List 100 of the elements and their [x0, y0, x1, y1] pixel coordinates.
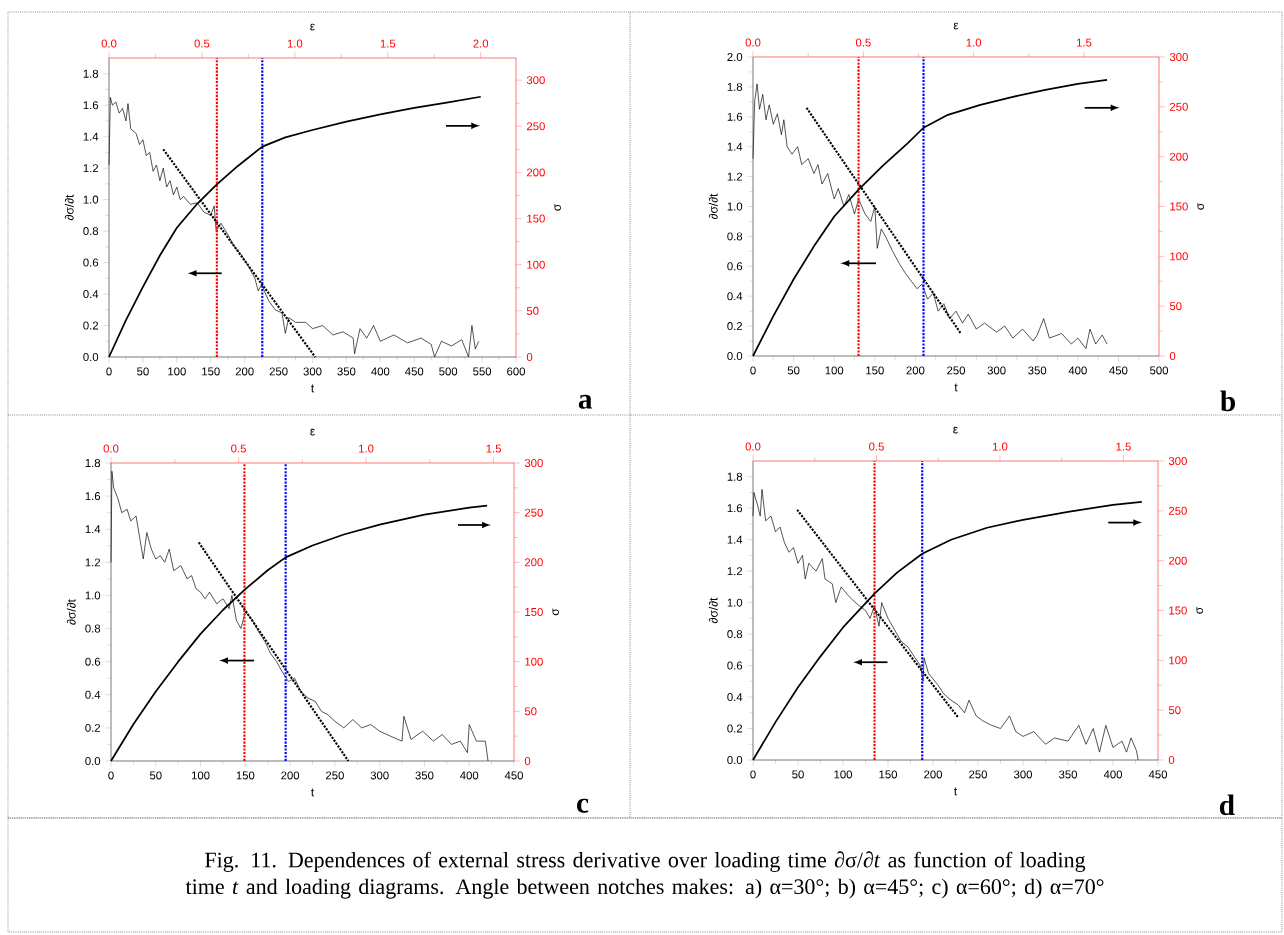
- y2-tick-label: 250: [1168, 506, 1187, 515]
- x2-tick-label: 1.5: [1076, 38, 1092, 47]
- x-tick-label: 500: [1150, 366, 1169, 375]
- y2-tick-label: 300: [524, 458, 543, 467]
- y-tick-label: 0.2: [83, 321, 99, 330]
- y-tick-label: 1.4: [83, 132, 99, 141]
- x-tick-label: 100: [191, 771, 210, 780]
- y-axis-title: ∂σ/∂t: [66, 599, 76, 625]
- y2-tick-label: 100: [527, 260, 545, 269]
- x-tick-label: 350: [1058, 770, 1078, 779]
- x-tick-label: 300: [1013, 770, 1033, 779]
- y2-tick-label: 150: [1170, 202, 1188, 211]
- y2-tick-label: 200: [524, 558, 543, 567]
- y-axis-title: ∂σ/∂t: [708, 193, 718, 220]
- y2-tick-label: 100: [1169, 656, 1187, 665]
- x2-tick-label: 0.0: [101, 39, 117, 48]
- y2-axis-title: σ: [554, 203, 561, 211]
- y2-tick-label: 0: [526, 352, 533, 361]
- x-tick-label: 200: [235, 367, 254, 376]
- y-tick-label: 1.0: [727, 598, 743, 607]
- x2-tick-label: 1.5: [1116, 442, 1131, 451]
- x-tick-label: 450: [1109, 366, 1128, 375]
- y2-tick-label: 50: [526, 306, 539, 315]
- y-tick-label: 1.4: [85, 525, 101, 534]
- text: a: [578, 394, 593, 409]
- y-tick-label: 1.2: [83, 164, 99, 173]
- y-tick-label: 0.6: [727, 262, 743, 271]
- y2-tick-label: 200: [1169, 152, 1188, 161]
- x-tick-label: 300: [370, 771, 389, 780]
- x-tick-label: 150: [236, 771, 255, 780]
- y-tick-label: 0.4: [727, 693, 743, 702]
- x2-tick-label: 0.5: [231, 444, 246, 453]
- y-tick-label: 2.0: [727, 52, 743, 61]
- x2-tick-label: 1.0: [992, 442, 1008, 451]
- y-tick-label: 0.6: [85, 657, 101, 666]
- x-tick-label: 500: [439, 367, 458, 376]
- x-tick-label: 200: [906, 366, 925, 375]
- y-tick-label: 0.8: [83, 227, 99, 236]
- x2-tick-label: 0.0: [745, 442, 761, 451]
- x-tick-label: 450: [405, 367, 424, 376]
- x-tick-label: 0: [106, 367, 112, 376]
- text: Fig. 11. Dependences of external stress derivative over loading time ∂σ/∂t as function of loading time t and loading diagrams. Angle between notches makes: a) α=30°; b) α=45°; c) α=60°; d) α=70°: [185, 851, 1104, 899]
- y-tick-label: 0.2: [85, 723, 101, 732]
- y2-tick-label: 0: [524, 756, 531, 765]
- y-tick-label: 0.8: [727, 630, 743, 639]
- y-tick-label: 1.0: [85, 591, 101, 600]
- y-tick-label: 0.6: [83, 258, 99, 267]
- y2-tick-label: 0: [1168, 755, 1175, 764]
- x-tick-label: 0: [750, 770, 756, 779]
- y-tick-label: 1.8: [727, 82, 743, 91]
- x-tick-label: 0: [108, 771, 114, 780]
- x2-tick-label: 0.5: [855, 38, 871, 47]
- y2-axis-title: σ: [1196, 606, 1203, 614]
- y-tick-label: 0.0: [85, 756, 101, 765]
- x2-axis-title: ε: [310, 428, 315, 436]
- x-tick-label: 250: [269, 367, 288, 376]
- x2-tick-label: 1.0: [287, 39, 303, 48]
- x2-tick-label: 0.5: [869, 442, 884, 451]
- y2-tick-label: 150: [525, 607, 543, 616]
- x-tick-label: 600: [507, 367, 526, 376]
- y-tick-label: 1.6: [83, 101, 99, 110]
- x2-axis-title: ε: [953, 22, 959, 30]
- y2-tick-label: 200: [526, 168, 545, 177]
- y-tick-label: 0.2: [727, 322, 743, 331]
- y-tick-label: 1.2: [727, 567, 743, 576]
- x2-axis-title: ε: [953, 426, 958, 434]
- x-tick-label: 350: [1028, 366, 1047, 375]
- x-tick-label: 250: [326, 771, 344, 780]
- y-tick-label: 0.8: [727, 232, 743, 241]
- x-tick-label: 250: [969, 770, 988, 779]
- y2-tick-label: 50: [1169, 302, 1182, 311]
- y2-axis-title: σ: [552, 608, 559, 616]
- x-axis-title: t: [954, 787, 958, 796]
- x-tick-label: 50: [137, 367, 149, 376]
- y2-tick-label: 250: [526, 122, 545, 131]
- x-tick-label: 400: [1068, 366, 1087, 375]
- x2-tick-label: 0.0: [745, 38, 761, 47]
- text: d: [1219, 794, 1235, 816]
- x-axis-title: t: [954, 383, 958, 392]
- x-tick-label: 400: [1103, 770, 1123, 779]
- x2-axis-title: ε: [310, 23, 315, 31]
- x-tick-label: 200: [281, 771, 300, 780]
- x-tick-label: 50: [149, 771, 162, 780]
- x-tick-label: 100: [834, 770, 853, 779]
- x-tick-label: 300: [987, 366, 1006, 375]
- x-tick-label: 200: [924, 770, 943, 779]
- y2-tick-label: 100: [1170, 252, 1188, 261]
- x2-tick-label: 2.0: [473, 39, 489, 48]
- x-tick-label: 0: [750, 366, 756, 375]
- y-tick-label: 1.4: [727, 142, 743, 151]
- x2-tick-label: 1.0: [359, 444, 374, 453]
- x-tick-label: 150: [866, 366, 884, 375]
- y-axis-title: ∂σ/∂t: [708, 597, 718, 624]
- x-tick-label: 150: [879, 770, 898, 779]
- x2-tick-label: 0.0: [103, 444, 119, 453]
- y-tick-label: 1.2: [85, 558, 101, 567]
- y-tick-label: 1.8: [727, 472, 743, 481]
- y2-tick-label: 150: [1169, 606, 1187, 615]
- y2-tick-label: 150: [527, 214, 545, 223]
- y2-tick-label: 100: [525, 657, 543, 666]
